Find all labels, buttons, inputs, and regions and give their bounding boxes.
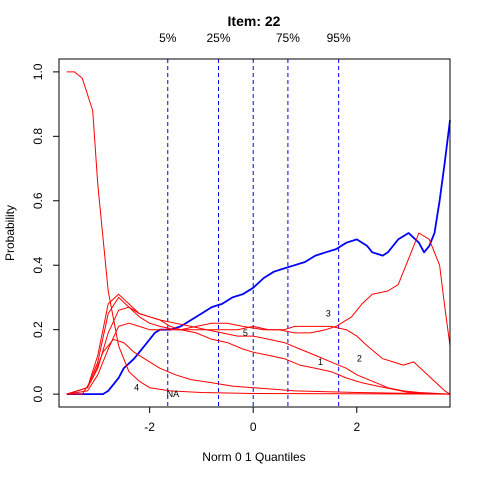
quantile-label: 75%: [276, 31, 300, 45]
x-tick-label: -2: [144, 420, 155, 434]
option-label: 1: [318, 357, 323, 367]
y-tick-label: 0.2: [31, 321, 45, 338]
option-curve: [66, 293, 451, 395]
expected-score-line: [66, 120, 451, 395]
chart-title: Item: 22: [228, 13, 281, 29]
y-tick-label: 0.8: [31, 128, 45, 145]
option-label: 5: [243, 328, 248, 338]
option-labels: NA 4 5 3 1 2: [134, 309, 362, 400]
quantile-labels: 5% 25% 75% 95%: [159, 31, 351, 45]
x-axis: -2 0 2: [144, 406, 360, 434]
quantile-label: 95%: [327, 31, 351, 45]
option-label: 4: [134, 383, 139, 393]
y-tick-label: 0.6: [31, 192, 45, 209]
option-curve: [66, 232, 451, 395]
option-label: NA: [167, 389, 180, 399]
option-curve: [66, 296, 451, 395]
x-tick-label: 0: [250, 420, 257, 434]
x-tick-label: 2: [353, 420, 360, 434]
option-label: 3: [326, 309, 331, 319]
quantile-label: 25%: [206, 31, 230, 45]
y-tick-label: 0.4: [31, 257, 45, 274]
plot-area: NA 4 5 3 1 2: [66, 59, 451, 407]
series-layer: [66, 71, 451, 395]
quantile-lines: [167, 59, 340, 407]
quantile-label: 5%: [159, 31, 177, 45]
y-axis-label: Probability: [3, 205, 17, 261]
option-curve: [66, 71, 451, 395]
x-axis-label: Norm 0 1 Quantiles: [202, 450, 305, 464]
plot-frame: [58, 58, 451, 408]
option-label: 2: [357, 354, 362, 364]
y-tick-label: 1.0: [31, 63, 45, 80]
option-curve: [66, 306, 451, 395]
y-tick-label: 0.0: [31, 385, 45, 402]
y-axis: 0.0 0.2 0.4 0.6 0.8 1.0: [31, 63, 60, 402]
